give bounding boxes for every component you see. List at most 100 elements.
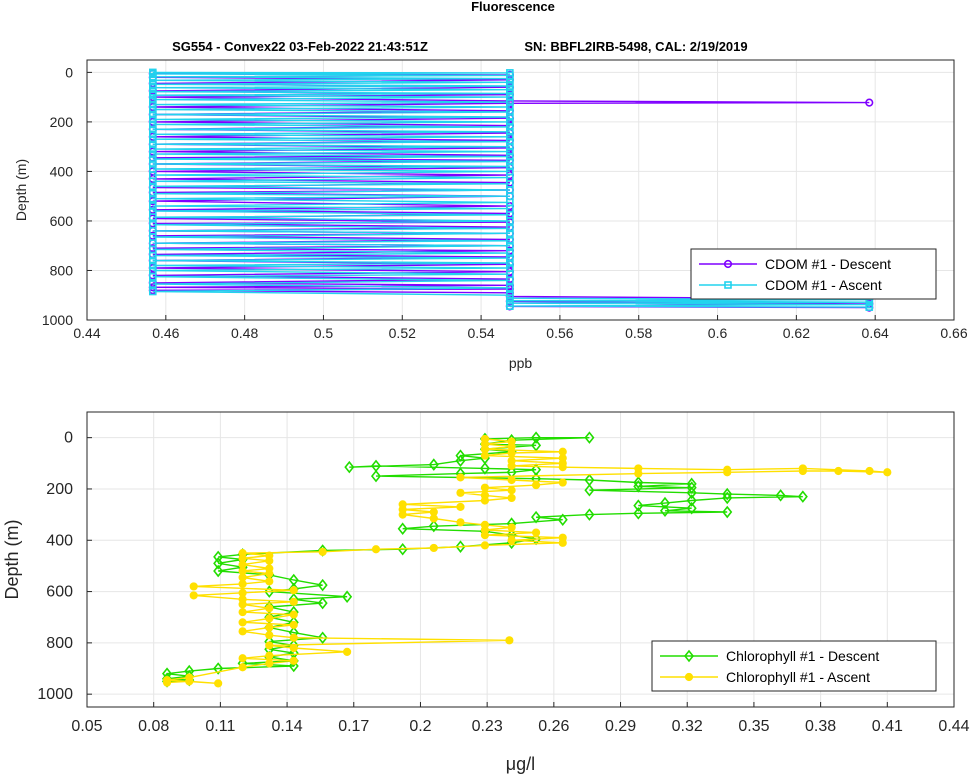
data-point: [506, 229, 514, 238]
data-point: [507, 486, 516, 495]
y-tick-label: 600: [50, 213, 74, 229]
data-point: [506, 152, 514, 161]
data-point: [344, 460, 355, 474]
data-point: [317, 631, 328, 645]
chlorophyll-plot: 0.05 0.08 0.11 0.14 0.17 0.2 0.23 0.26 0.29 0.32 0…: [2, 411, 970, 774]
data-point: [506, 118, 514, 126]
data-point: [584, 508, 595, 521]
data-point: [289, 656, 298, 665]
data-point: [558, 478, 567, 487]
data-point: [289, 620, 298, 630]
data-point: [288, 659, 299, 673]
data-point: [775, 489, 786, 502]
data-point: [238, 548, 247, 558]
data-point: [531, 481, 541, 490]
data-point: [456, 473, 465, 482]
legend-entry-label: Chlorophyll #1 - Ascent: [726, 669, 870, 685]
data-point: [370, 469, 382, 483]
legend-entry-label: CDOM #1 - Ascent: [765, 277, 882, 293]
x-tick-label: 0.44: [73, 325, 100, 341]
data-point: [506, 69, 514, 77]
x-tick-label: 0.66: [940, 325, 967, 341]
data-point: [397, 542, 408, 556]
data-point: [149, 130, 157, 139]
data-point: [479, 462, 490, 475]
data-point: [584, 431, 595, 444]
data-point: [456, 488, 465, 497]
data-point: [429, 514, 438, 523]
data-point: [428, 519, 439, 533]
data-point: [507, 456, 516, 465]
data-point: [149, 189, 157, 198]
x-tick-label: 0.35: [738, 718, 769, 735]
x-axis-label: ppb: [509, 355, 533, 371]
data-point: [189, 591, 198, 600]
data-point: [633, 507, 644, 520]
data-point: [507, 475, 516, 485]
data-point: [722, 491, 733, 505]
legend-swatch-marker: [724, 281, 732, 289]
data-point: [659, 504, 671, 518]
data-point: [149, 256, 157, 265]
x-tick-label: 0.14: [272, 718, 303, 735]
data-point: [507, 493, 516, 503]
x-tick-label: 0.29: [605, 718, 636, 735]
data-point: [634, 464, 643, 473]
data-point: [149, 110, 157, 119]
data-point: [238, 579, 247, 588]
data-point: [505, 636, 514, 645]
data-point: [686, 501, 697, 515]
data-point: [428, 458, 439, 471]
data-point: [883, 468, 892, 477]
data-point: [797, 490, 808, 503]
data-point: [238, 654, 247, 663]
x-tick-label: 0.11: [205, 718, 235, 735]
y-tick-label: 0: [65, 64, 73, 80]
data-point: [149, 261, 157, 270]
data-point: [149, 182, 157, 191]
data-point: [149, 105, 157, 114]
data-point: [149, 207, 157, 215]
data-point: [398, 500, 407, 509]
y-tick-label: 1000: [37, 686, 73, 703]
data-point: [149, 280, 157, 288]
data-point: [238, 627, 247, 636]
data-point: [480, 434, 490, 444]
data-point: [506, 108, 514, 116]
figure-subtitle-right: SN: BBFL2IRB-5498, CAL: 2/19/2019: [524, 39, 747, 54]
y-tick-label: 600: [46, 584, 73, 601]
data-point: [558, 447, 567, 456]
legend-swatch-marker: [723, 259, 733, 269]
data-point: [238, 560, 247, 569]
data-point: [506, 167, 514, 176]
data-point: [265, 659, 274, 668]
data-point: [149, 80, 157, 89]
data-point: [238, 566, 247, 576]
data-point: [686, 486, 697, 500]
data-point: [455, 449, 466, 462]
data-point: [318, 547, 327, 556]
data-point: [455, 540, 466, 553]
x-tick-label: 0.44: [938, 718, 969, 735]
data-point: [456, 502, 465, 512]
y-tick-label: 200: [46, 481, 73, 498]
data-point: [238, 573, 247, 582]
data-point: [238, 607, 247, 617]
figure-title: Fluorescence: [471, 0, 555, 14]
x-tick-label: 0.58: [625, 325, 652, 341]
data-point: [149, 68, 157, 77]
data-point: [149, 287, 157, 296]
data-point: [506, 291, 514, 300]
y-axis-label: Depth (m): [2, 519, 22, 599]
x-tick-label: 0.32: [672, 718, 703, 735]
data-point: [506, 236, 514, 245]
x-tick-label: 0.56: [546, 325, 573, 341]
data-point: [429, 507, 438, 517]
data-point: [238, 595, 247, 604]
data-point: [558, 454, 567, 463]
data-point: [265, 577, 274, 586]
legend-box: [651, 640, 937, 692]
data-point: [480, 520, 490, 529]
data-point: [456, 518, 465, 527]
